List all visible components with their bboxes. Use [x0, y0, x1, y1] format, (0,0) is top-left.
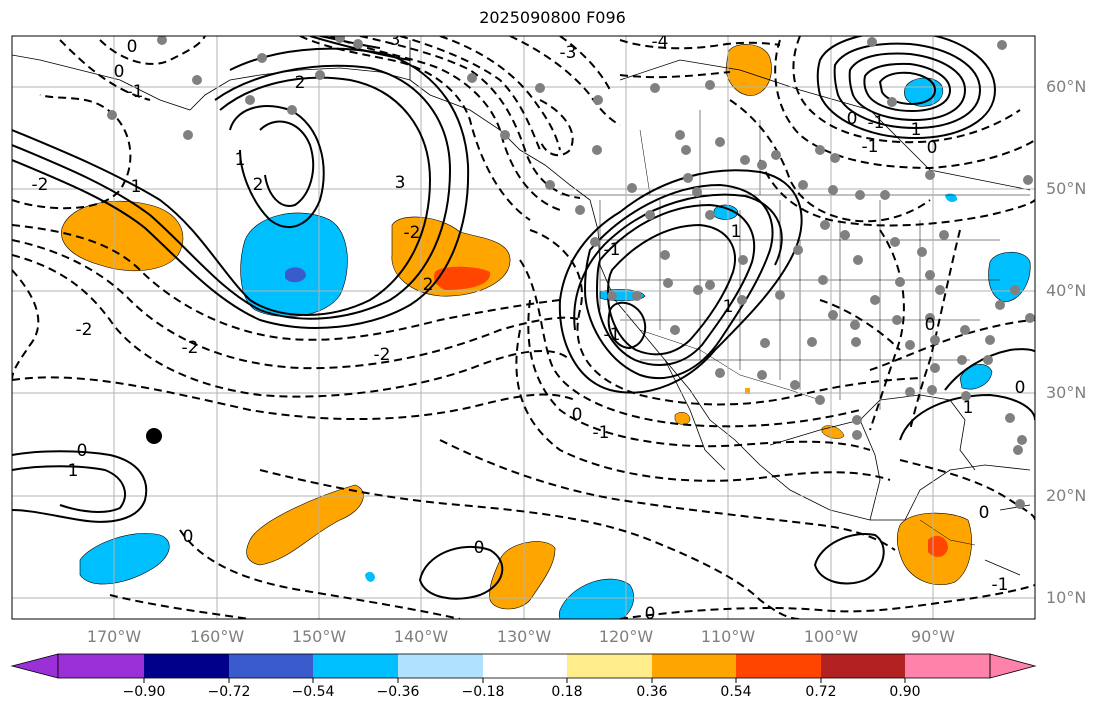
contour-label: 0: [474, 538, 485, 558]
contour-label: 0: [183, 527, 194, 547]
gridlines: [12, 36, 1035, 619]
center-marker: [146, 428, 162, 444]
colorbar-segment: [483, 654, 567, 678]
contour-label: 2: [253, 175, 264, 195]
contour-label: 1: [131, 177, 142, 197]
station-markers: [107, 36, 1035, 509]
contour-label: 1: [731, 222, 742, 242]
contour-label: -2: [76, 320, 93, 340]
lon-label-130w: 130°W: [496, 627, 552, 646]
colorbar-segment: [821, 654, 905, 678]
lon-label-170w: 170°W: [86, 627, 142, 646]
colorbar-tick-label: −0.90: [122, 684, 166, 700]
lat-label-10n: 10°N: [1046, 588, 1087, 607]
colorbar-high-extension: [989, 653, 1037, 679]
contour-label: 2: [295, 73, 306, 93]
contour-label: 3: [395, 173, 406, 193]
colorbar-tick-label: 0.54: [720, 684, 752, 700]
colorbar-tick-label: 0.90: [889, 684, 921, 700]
contour-label: -1: [862, 137, 879, 157]
colorbar-tick-label: −0.18: [461, 684, 505, 700]
contour-label: 1: [235, 150, 246, 170]
lon-label-90w: 90°W: [910, 627, 956, 646]
contour-label: -4: [652, 32, 669, 52]
contour-label: 0: [572, 405, 583, 425]
contour-label: 0: [979, 503, 990, 523]
lat-label-50n: 50°N: [1046, 179, 1087, 198]
colorbar-tick-label: −0.72: [207, 684, 251, 700]
contour-label: 0: [925, 315, 936, 335]
colorbar-low-extension: [10, 653, 59, 679]
contour-label: 1: [723, 297, 734, 317]
contour-label: 0: [173, 20, 184, 40]
contour-label: 0: [114, 62, 125, 82]
colorbar-segment: [905, 654, 990, 678]
colorbar-segment: [229, 654, 313, 678]
lat-label-60n: 60°N: [1046, 77, 1087, 96]
colorbar-tick-label: 0.72: [805, 684, 837, 700]
contour-label: 0: [927, 138, 938, 158]
colorbar-tick-label: 0.18: [551, 684, 583, 700]
lon-label-100w: 100°W: [803, 627, 859, 646]
lon-label-140w: 140°W: [393, 627, 449, 646]
dashed-contours: [12, 36, 1035, 619]
contour-label: -1: [868, 113, 885, 133]
colorbar-tick-label: −0.54: [291, 684, 335, 700]
contour-label: -1: [604, 325, 621, 345]
contour-labels: 0 0 -1 0 1 1 -2 2 2 3 -3 -4 2 3 -2 -2 -2…: [32, 20, 1026, 624]
lon-label-120w: 120°W: [598, 627, 654, 646]
colorbar-segment: [144, 654, 229, 678]
contour-label: -1: [604, 240, 621, 260]
colorbar: [10, 653, 1037, 683]
lat-label-20n: 20°N: [1046, 486, 1087, 505]
contour-label: 2: [423, 275, 434, 295]
colorbar-segment: [58, 654, 144, 678]
contour-label: 1: [911, 120, 922, 140]
contour-label: -1: [992, 575, 1009, 595]
coastlines: [12, 40, 1031, 576]
colorbar-segment: [313, 654, 398, 678]
colorbar-tick-label: −0.36: [376, 684, 420, 700]
contour-label: 0: [127, 37, 138, 57]
lon-label-160w: 160°W: [189, 627, 245, 646]
map-title: 2025090800 F096: [479, 8, 626, 27]
contour-label: 1: [68, 461, 79, 481]
lat-label-40n: 40°N: [1046, 281, 1087, 300]
contour-label: -3: [560, 43, 577, 63]
colorbar-segment: [652, 654, 736, 678]
lon-label-150w: 150°W: [291, 627, 347, 646]
contour-label: -2: [404, 223, 421, 243]
map-frame: [11, 35, 1036, 620]
contour-label: -2: [182, 338, 199, 358]
contour-label: 0: [645, 604, 656, 624]
lon-label-110w: 110°W: [700, 627, 756, 646]
contour-label: 0: [77, 441, 88, 461]
colorbar-segment: [567, 654, 652, 678]
contour-label: 3: [390, 30, 401, 50]
lat-label-30n: 30°N: [1046, 383, 1087, 402]
colorbar-segment: [398, 654, 483, 678]
contour-label: -1: [127, 82, 144, 102]
contour-label: -2: [32, 175, 49, 195]
contour-label: 0: [1015, 378, 1026, 398]
contour-label: 1: [963, 398, 974, 418]
contour-label: -1: [593, 423, 610, 443]
contour-label: -2: [374, 345, 391, 365]
contour-label: 0: [847, 109, 858, 129]
colorbar-tick-label: 0.36: [636, 684, 668, 700]
colorbar-segment: [736, 654, 821, 678]
